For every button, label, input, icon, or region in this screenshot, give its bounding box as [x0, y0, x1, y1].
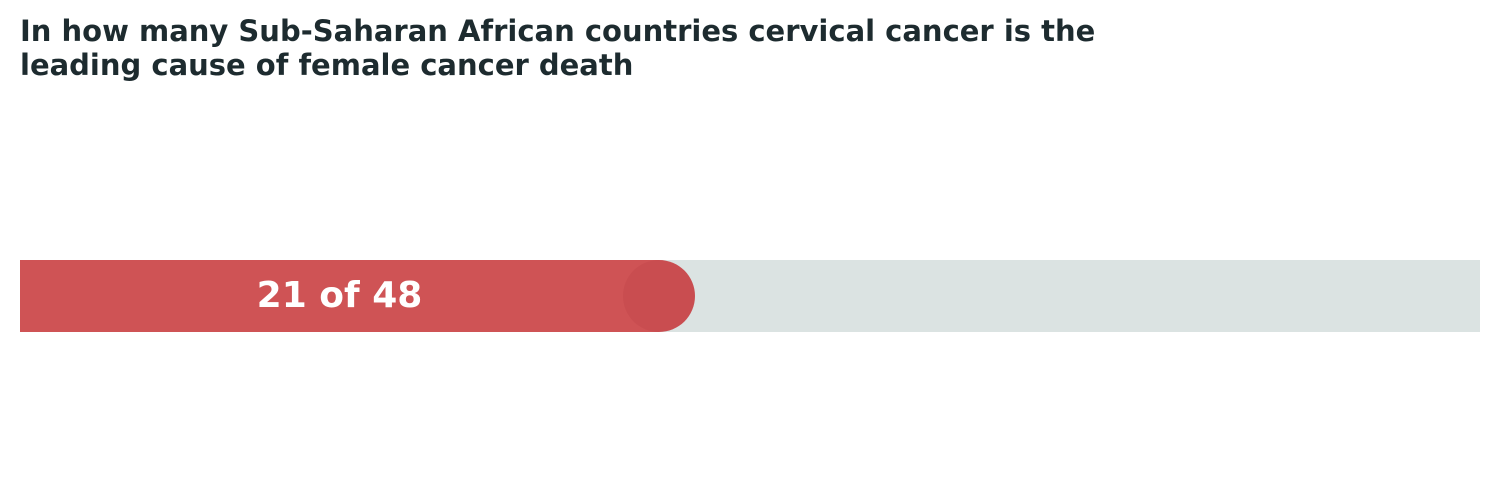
progress-track: 21 of 48 — [20, 260, 1480, 332]
progress-fill — [20, 260, 659, 332]
chart-title: In how many Sub-Saharan African countrie… — [20, 14, 1096, 82]
value-label: 21 of 48 — [256, 275, 423, 316]
progress-fill-cap — [623, 260, 695, 332]
